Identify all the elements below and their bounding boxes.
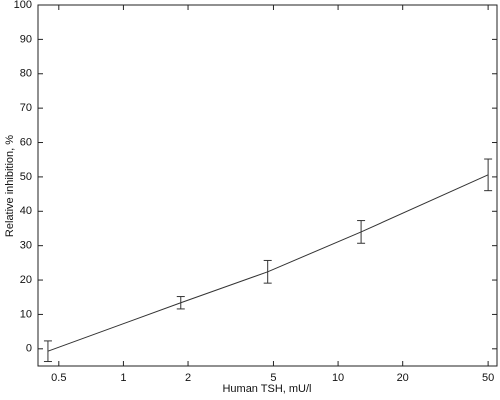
plot-frame bbox=[37, 4, 498, 367]
x-axis-label: Human TSH, mU/l bbox=[222, 383, 311, 395]
error-bar bbox=[484, 158, 493, 192]
x-tick-label: 50 bbox=[482, 372, 494, 384]
x-tick-label: 0.5 bbox=[51, 372, 66, 384]
y-axis-label: Relative inhibition, % bbox=[4, 135, 16, 237]
y-tick-label: 80 bbox=[20, 68, 32, 80]
x-tick-label: 5 bbox=[270, 372, 276, 384]
x-tick-label: 10 bbox=[332, 372, 344, 384]
y-tick-label: 30 bbox=[20, 240, 32, 252]
y-tick-label: 70 bbox=[20, 102, 32, 114]
y-tick-label: 10 bbox=[20, 308, 32, 320]
y-tick-label: 90 bbox=[20, 33, 32, 45]
error-bar bbox=[43, 340, 52, 363]
error-bar bbox=[357, 220, 366, 244]
x-tick-label: 1 bbox=[120, 372, 126, 384]
y-tick-label: 100 bbox=[14, 0, 32, 11]
error-bar bbox=[263, 259, 272, 284]
y-tick-label: 0 bbox=[26, 343, 32, 355]
y-tick-label: 60 bbox=[20, 136, 32, 148]
x-tick-label: 20 bbox=[397, 372, 409, 384]
y-tick-label: 20 bbox=[20, 274, 32, 286]
y-tick-label: 50 bbox=[20, 171, 32, 183]
x-tick-label: 2 bbox=[185, 372, 191, 384]
y-tick-label: 40 bbox=[20, 205, 32, 217]
error-bar bbox=[176, 296, 185, 310]
